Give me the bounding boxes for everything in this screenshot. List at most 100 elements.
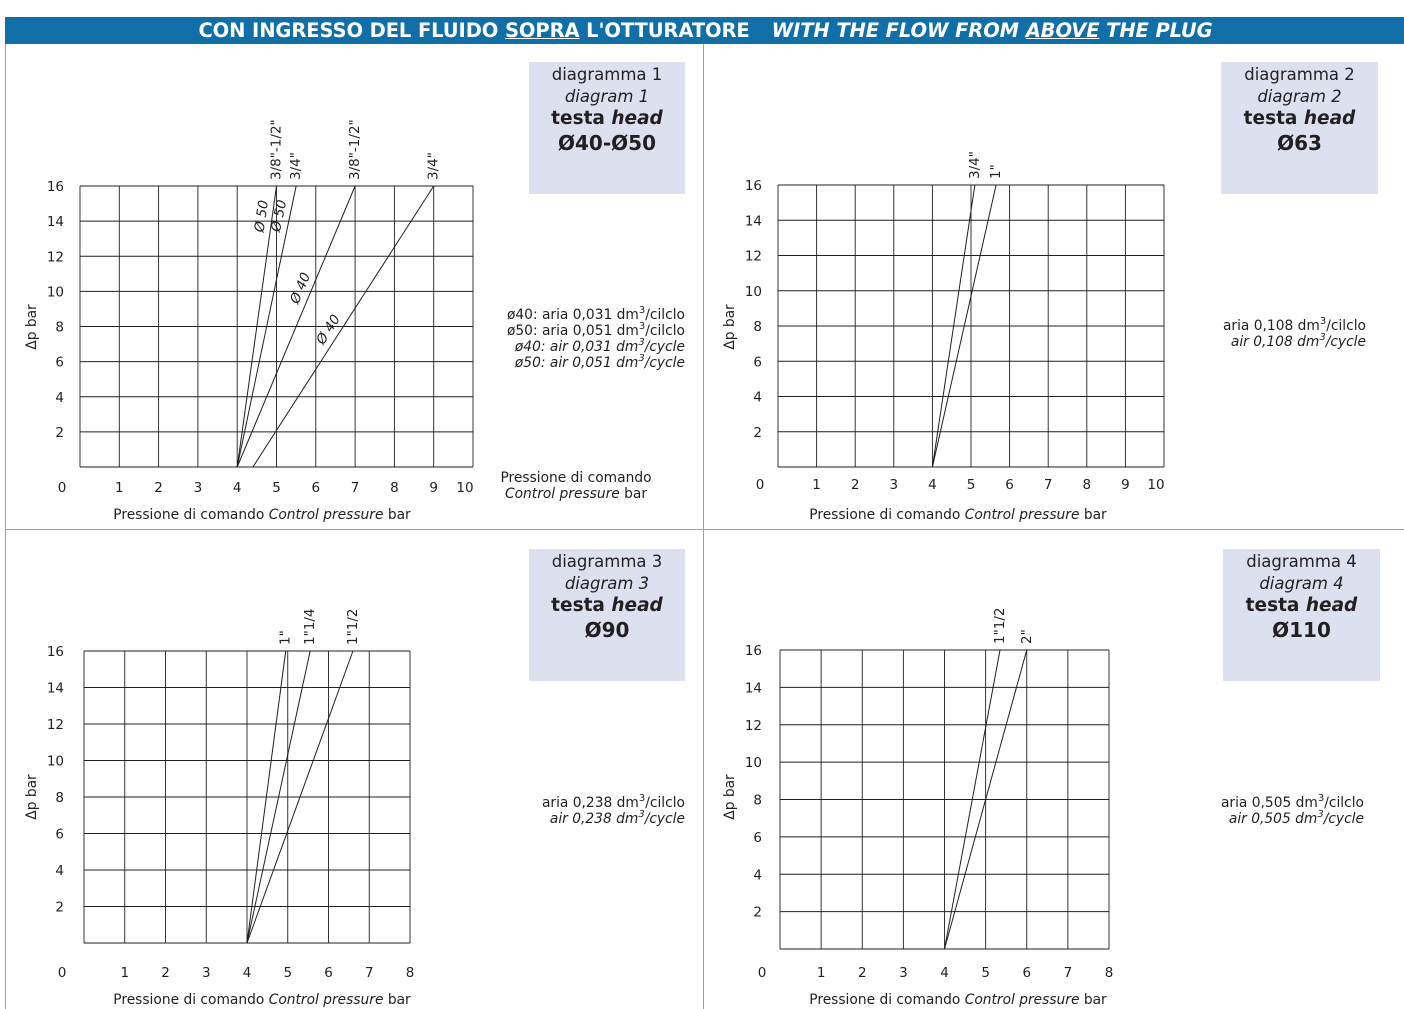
diagram-3-air-note: aria 0,238 dm3/cilclo air 0,238 dm3/cycl…	[541, 793, 685, 828]
x-axis-label-unit: bar	[1079, 992, 1107, 1008]
x-tick-label: 1	[817, 965, 826, 981]
banner-left-underlined: SOPRA	[504, 19, 580, 42]
y-tick-label: 4	[753, 390, 762, 406]
note-line: ø50: aria 0,051 dm3/cilclo	[507, 322, 685, 340]
note-line: aria 0,238 dm3/cilclo	[541, 793, 685, 812]
diagram-2-head-label: testa head	[1221, 108, 1378, 130]
y-tick-label: 2	[55, 900, 64, 916]
x-tick-label: 8	[406, 965, 415, 981]
x-tick-label: 0	[58, 480, 67, 496]
y-axis-label: Δp bar	[722, 304, 738, 350]
x-axis-label: Pressione di comando Control pressure ba…	[809, 992, 1107, 1008]
vertical-divider	[703, 44, 704, 1009]
y-tick-label: 2	[753, 905, 762, 921]
y-tick-label: 6	[753, 830, 762, 846]
diagram-1-air-note: ø40: aria 0,031 dm3/cilclo ø50: aria 0,0…	[506, 305, 685, 372]
x-tick-label: 2	[851, 477, 860, 493]
series-name-label: 3/4"	[967, 151, 983, 179]
series-name-label: 3/8"-1/2"	[347, 119, 363, 180]
note-sup: 3	[638, 353, 645, 364]
note-text: aria 0,505 dm	[1220, 795, 1318, 811]
left-border	[5, 44, 6, 1009]
note-unit: /cilclo	[645, 307, 685, 323]
diagram-4-title-it: diagramma 4	[1246, 552, 1357, 571]
note-sup: 3	[1317, 793, 1325, 804]
series-line	[236, 185, 277, 468]
note-text: air 0,108 dm	[1230, 334, 1320, 350]
y-tick-label: 6	[55, 827, 64, 843]
x-tick-label: 5	[283, 965, 292, 981]
x-tick-label: 5	[967, 477, 976, 493]
diagram-3-title-it: diagramma 3	[551, 552, 663, 571]
series-line	[252, 185, 435, 468]
y-tick-label: 8	[753, 319, 762, 335]
y-tick-label: 16	[745, 178, 762, 194]
testa-label: testa	[1243, 108, 1298, 129]
diagram-3-infobox: diagramma 3 diagram 3 testa head Ø90	[529, 549, 685, 681]
x-axis-label: Pressione di comando Control pressure ba…	[113, 507, 411, 523]
note-text: ø50: air 0,051 dm	[514, 355, 639, 371]
x-tick-label: 3	[899, 965, 908, 981]
note-line: ø40: aria 0,031 dm3/cilclo	[506, 305, 685, 324]
series-name-label: 1"	[278, 630, 294, 645]
x-tick-label: 5	[981, 965, 990, 981]
x-axis-label-en: Control pressure	[269, 507, 384, 523]
series-name-label: 2"	[1019, 629, 1035, 644]
y-tick-label: 2	[753, 425, 762, 441]
testa-label: testa	[551, 595, 605, 616]
x-axis-label-it: Pressione di comando	[113, 992, 268, 1008]
series-diameter-label: Ø 40	[287, 270, 315, 307]
note-unit: /cycle	[1325, 334, 1366, 350]
x-tick-label: 3	[194, 480, 203, 496]
note-text: aria 0,238 dm	[541, 795, 639, 811]
diagram-1-diameter: Ø40-Ø50	[558, 131, 656, 155]
series-line	[931, 184, 976, 468]
diagram-1-title-it: diagramma 1	[551, 65, 663, 84]
diagram-2-title-it: diagramma 2	[1244, 65, 1355, 84]
y-tick-label: 14	[745, 680, 762, 696]
series-name-label: 1"1/2	[345, 608, 361, 645]
x-tick-label: 7	[351, 480, 360, 496]
note-sup: 3	[638, 305, 646, 316]
x-tick-label: 8	[1083, 477, 1092, 493]
x-axis-label-it: Pressione di comando	[809, 507, 964, 523]
note-line: air 0,505 dm3/cycle	[1221, 809, 1364, 828]
x-tick-label: 3	[890, 477, 899, 493]
x-tick-label: 4	[243, 965, 252, 981]
note-line: aria 0,505 dm3/cilclo	[1220, 793, 1364, 812]
x-tick-label: 6	[1005, 477, 1014, 493]
y-tick-label: 14	[47, 681, 64, 697]
note-text: ø40: aria 0,031 dm	[506, 307, 639, 323]
x-tick-label: 0	[756, 477, 765, 493]
testa-label: testa	[551, 108, 605, 129]
series-line	[236, 185, 297, 468]
x-tick-label: 1	[812, 477, 821, 493]
banner-left-b: L'OTTURATORE	[579, 19, 750, 42]
y-tick-label: 2	[55, 425, 64, 441]
testa-label: testa	[1245, 595, 1300, 616]
y-tick-label: 12	[745, 718, 762, 734]
x-axis-label-en: Control pressure	[269, 992, 384, 1008]
note-text: aria 0,108 dm	[1222, 318, 1320, 334]
note-sup: 3	[638, 793, 646, 804]
y-tick-label: 8	[753, 793, 762, 809]
x-axis-label-en: Control pressure	[965, 507, 1080, 523]
series-line	[246, 650, 287, 944]
grid	[79, 185, 474, 468]
diagram-4-title-en: diagram 4	[1259, 574, 1344, 593]
x-tick-label: 6	[312, 480, 321, 496]
diagram-1-title-en: diagram 1	[564, 87, 650, 106]
note-line: ø50: air 0,051 dm3/cycle	[507, 353, 685, 372]
x-tick-label: 9	[429, 480, 438, 496]
x-axis-label-unit: bar	[1079, 507, 1107, 523]
note-sup: 3	[1317, 809, 1324, 820]
y-tick-label: 10	[745, 284, 762, 300]
x-axis-label-unit: bar	[383, 992, 411, 1008]
y-tick-label: 4	[55, 863, 64, 879]
diagram-2-title-en: diagram 2	[1257, 87, 1342, 106]
y-tick-label: 16	[745, 643, 762, 659]
diagram-4-head-label: testa head	[1223, 595, 1380, 617]
